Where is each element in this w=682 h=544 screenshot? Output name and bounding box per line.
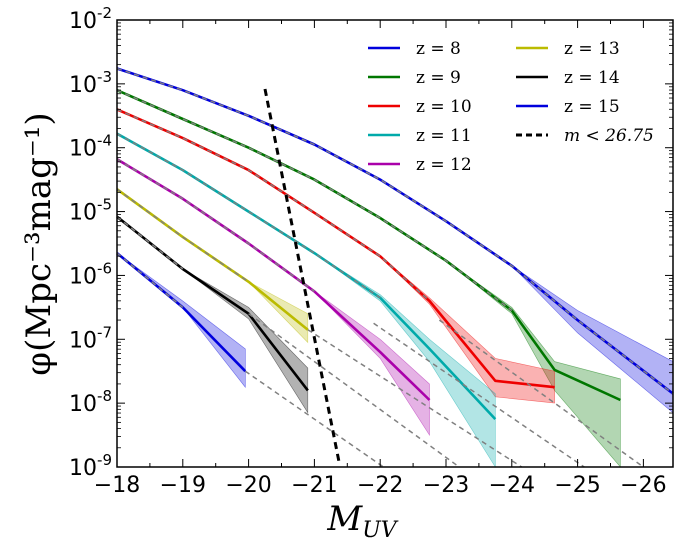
limit-line [263, 88, 341, 465]
x-tick-label: −22 [357, 473, 403, 498]
y-axis-title: φ(Mpc⁻³mag⁻¹) [19, 112, 59, 375]
legend-label: z = 13 [564, 39, 620, 59]
dashed-fit-12 [248, 313, 460, 468]
legend: z = 8 z = 9 z = 10 z = 11 z = 12 z = 13 z = 14… [368, 39, 654, 175]
series-line-5 [116, 158, 431, 401]
y-tick-label: 10-9 [69, 451, 112, 481]
x-tick-label: −18 [94, 473, 140, 498]
y-tick-label: 10-4 [69, 132, 112, 162]
legend-label: m < 26.75 [564, 126, 654, 146]
legend-label: z = 8 [416, 39, 461, 59]
x-tick-label: −21 [291, 473, 337, 498]
x-tick-label: −26 [620, 473, 666, 498]
series-lines [116, 67, 674, 420]
x-tick-label: −25 [554, 473, 600, 498]
y-tick-label: 10-2 [69, 4, 112, 34]
x-axis-title-subscript: UV [362, 518, 399, 543]
plot-frame [116, 19, 674, 468]
dashed-fit-lines [116, 67, 674, 468]
dashed-fit-13 [244, 370, 384, 468]
dashed-fit-1 [116, 67, 674, 395]
magnitude-limit-line [263, 88, 341, 465]
y-tick-labels: 10-9 10-8 10-7 10-6 10-5 10-4 10-3 10-2 [69, 4, 112, 481]
dashed-fit-6 [116, 188, 250, 283]
x-tick-labels: −18 −19 −20 −21 −22 −23 −24 −25 −26 [94, 473, 667, 498]
legend-label: z = 12 [416, 155, 472, 175]
legend-label: z = 11 [416, 126, 472, 146]
series-line-1 [116, 67, 674, 395]
x-axis-title: MUV [326, 499, 398, 543]
legend-label: z = 15 [564, 97, 620, 117]
error-band-8 [116, 252, 246, 389]
error-band-7 [116, 216, 309, 414]
error-band-3 [116, 109, 555, 404]
x-tick-label: −23 [423, 473, 469, 498]
y-tick-label: 10-7 [69, 323, 112, 353]
dashed-fit-10 [373, 322, 585, 468]
axis-ticks [116, 19, 673, 468]
dashed-fit-5 [116, 158, 315, 293]
series-line-3 [116, 108, 555, 389]
legend-label: z = 14 [564, 68, 620, 88]
y-tick-label: 10-6 [69, 259, 112, 289]
dashed-fit-11 [307, 329, 523, 468]
y-tick-label: 10-3 [69, 68, 112, 98]
dashed-fit-9 [438, 319, 644, 468]
dashed-fit-2 [116, 89, 513, 312]
y-tick-label: 10-5 [69, 196, 112, 226]
dashed-fit-3 [116, 108, 431, 302]
legend-label: z = 10 [416, 97, 472, 117]
x-tick-label: −24 [489, 473, 535, 498]
series-line-7 [116, 215, 309, 392]
x-tick-label: −20 [225, 473, 271, 498]
legend-label: z = 9 [416, 68, 461, 88]
x-tick-label: −19 [160, 473, 206, 498]
error-band-2 [116, 89, 621, 468]
y-tick-label: 10-8 [69, 387, 112, 417]
